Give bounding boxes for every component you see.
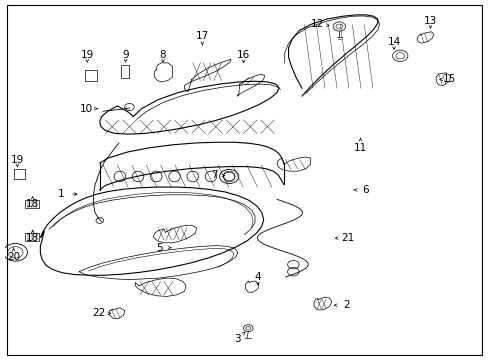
Text: 2: 2 <box>342 300 349 310</box>
Text: 3: 3 <box>234 334 241 344</box>
Text: 4: 4 <box>254 272 261 282</box>
Text: 11: 11 <box>353 143 366 153</box>
Text: 15: 15 <box>442 75 455 85</box>
Bar <box>25 201 40 208</box>
Text: 13: 13 <box>423 15 436 26</box>
Text: 1: 1 <box>58 189 64 199</box>
Bar <box>85 70 97 81</box>
Text: 21: 21 <box>341 233 354 243</box>
Text: 22: 22 <box>92 309 105 318</box>
Text: 10: 10 <box>80 104 93 114</box>
Bar <box>14 169 25 179</box>
Text: 20: 20 <box>7 252 20 262</box>
Text: 12: 12 <box>310 19 324 29</box>
Text: 19: 19 <box>11 154 24 165</box>
Text: 18: 18 <box>26 233 39 243</box>
Text: 9: 9 <box>122 50 129 60</box>
Bar <box>121 65 128 78</box>
Text: 5: 5 <box>156 243 162 253</box>
Text: 16: 16 <box>236 50 250 60</box>
Text: 14: 14 <box>386 37 400 47</box>
Text: 7: 7 <box>211 170 218 180</box>
Text: 17: 17 <box>195 31 208 41</box>
Text: 6: 6 <box>361 185 368 195</box>
Text: 18: 18 <box>26 199 39 209</box>
Text: 19: 19 <box>81 50 94 60</box>
Text: 8: 8 <box>160 50 166 60</box>
Bar <box>25 233 40 241</box>
